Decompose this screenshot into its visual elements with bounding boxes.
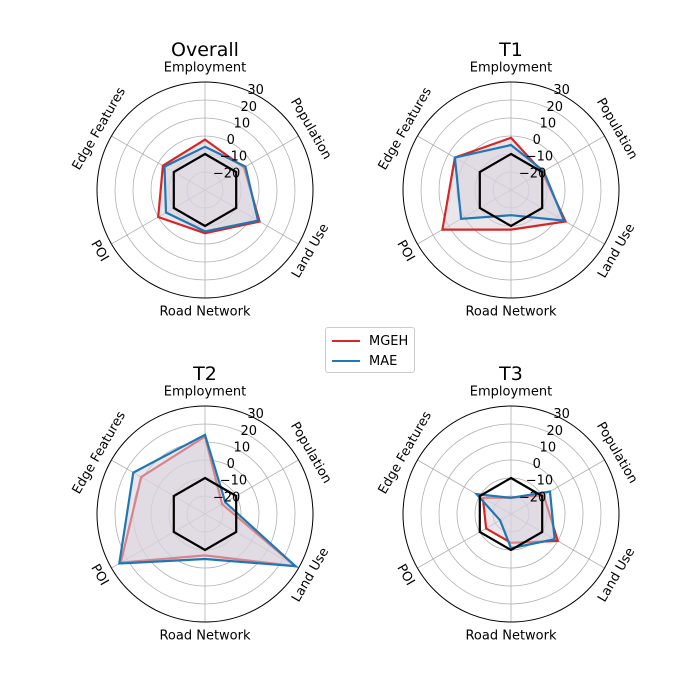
radial-tick-label: 20	[546, 424, 563, 439]
radial-tick-label: 10	[540, 116, 557, 131]
polar-frame	[96, 81, 314, 299]
radial-tick-label: 0	[227, 457, 235, 472]
axis-label-land-use: Land Use	[595, 545, 638, 605]
axis-label-poi: POI	[393, 562, 417, 588]
radial-tick-label: −10	[220, 150, 247, 165]
axis-label-road-network: Road Network	[159, 305, 251, 320]
series-fill-mae	[119, 434, 296, 567]
radial-tick-label: 10	[234, 440, 251, 455]
axis-label-employment: Employment	[470, 385, 552, 400]
axis-label-employment: Employment	[470, 61, 552, 76]
radial-tick-label: 0	[533, 133, 541, 148]
polar-frame	[402, 81, 620, 299]
radial-tick-label: −10	[526, 474, 553, 489]
series-line-mae	[118, 433, 299, 568]
radial-tick-label: −20	[213, 490, 240, 505]
radial-tick-label: −20	[519, 166, 546, 181]
series-line-baseline	[172, 152, 238, 228]
chart-title: T2	[192, 363, 217, 385]
legend-swatch-mae	[332, 360, 360, 362]
radial-tick-label: 30	[553, 407, 570, 422]
radial-tick-label: −20	[519, 490, 546, 505]
radial-tick-label: 30	[247, 83, 264, 98]
radial-tick-label: −20	[213, 166, 240, 181]
polar-frame	[402, 405, 620, 623]
radial-tick-label: 20	[240, 424, 257, 439]
series-line-baseline	[172, 476, 238, 552]
radial-tick-label: 0	[227, 133, 235, 148]
series-line-baseline	[478, 476, 544, 552]
chart-title: Overall	[171, 39, 239, 61]
series-line-mae	[163, 145, 260, 233]
radial-tick-label: 20	[546, 100, 563, 115]
axis-label-employment: Employment	[164, 61, 246, 76]
axis-label-road-network: Road Network	[465, 629, 557, 644]
legend-swatch-mgeh	[332, 340, 360, 342]
series-fill-mae	[476, 491, 555, 549]
series-fill-mae	[164, 146, 258, 232]
radial-tick-label: 10	[234, 116, 251, 131]
series-line-baseline	[478, 152, 544, 228]
legend-entry-mae: MAE	[332, 351, 397, 371]
radial-tick-label: −10	[526, 150, 553, 165]
axis-label-road-network: Road Network	[159, 629, 251, 644]
axis-label-land-use: Land Use	[289, 545, 332, 605]
legend-label-mae: MAE	[369, 353, 398, 369]
series-line-mae	[473, 490, 556, 550]
legend-label-mgeh: MGEH	[369, 333, 409, 349]
series-fill-mae	[454, 145, 564, 221]
legend-entry-mgeh: MGEH	[332, 331, 408, 351]
polar-frame	[96, 405, 314, 623]
radial-tick-label: 30	[553, 83, 570, 98]
radial-tick-label: 30	[247, 407, 264, 422]
chart-title: T1	[498, 39, 523, 61]
axis-label-land-use: Land Use	[289, 221, 332, 281]
chart-title: T3	[498, 363, 523, 385]
radial-tick-label: 10	[540, 440, 557, 455]
radial-tick-label: 0	[533, 457, 541, 472]
axis-label-road-network: Road Network	[465, 305, 557, 320]
radial-tick-label: −10	[220, 474, 247, 489]
axis-label-poi: POI	[87, 238, 111, 264]
axis-label-land-use: Land Use	[595, 221, 638, 281]
axis-label-employment: Employment	[164, 385, 246, 400]
series-line-mae	[453, 143, 566, 222]
legend: MGEH MAE	[325, 327, 415, 373]
axis-label-poi: POI	[87, 562, 111, 588]
axis-label-poi: POI	[393, 238, 417, 264]
radial-tick-label: 20	[240, 100, 257, 115]
